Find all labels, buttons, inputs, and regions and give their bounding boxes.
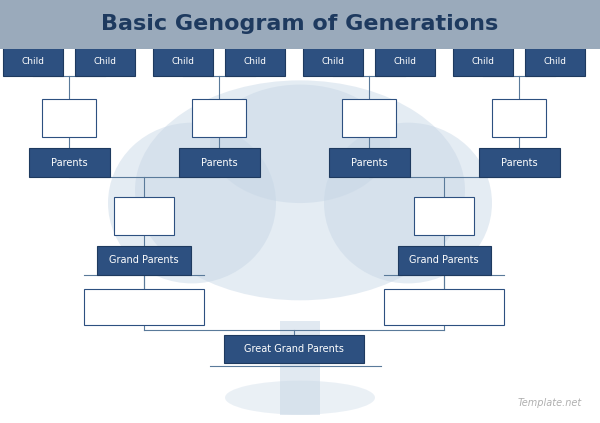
FancyBboxPatch shape — [75, 47, 135, 76]
FancyBboxPatch shape — [179, 148, 260, 177]
FancyBboxPatch shape — [153, 47, 213, 76]
FancyBboxPatch shape — [525, 47, 585, 76]
Text: Child: Child — [472, 57, 494, 66]
FancyBboxPatch shape — [375, 47, 435, 76]
FancyBboxPatch shape — [0, 0, 600, 49]
FancyBboxPatch shape — [414, 197, 474, 235]
Text: Basic Genogram of Generations: Basic Genogram of Generations — [101, 14, 499, 34]
Text: Child: Child — [394, 57, 416, 66]
FancyBboxPatch shape — [384, 289, 504, 325]
Text: Parents: Parents — [500, 158, 538, 168]
FancyBboxPatch shape — [492, 99, 546, 137]
FancyBboxPatch shape — [479, 148, 560, 177]
FancyBboxPatch shape — [3, 47, 63, 76]
Text: Grand Parents: Grand Parents — [109, 255, 179, 265]
Text: Parents: Parents — [200, 158, 238, 168]
FancyBboxPatch shape — [42, 99, 96, 137]
FancyBboxPatch shape — [223, 335, 364, 363]
Ellipse shape — [135, 80, 465, 300]
FancyBboxPatch shape — [29, 148, 110, 177]
Text: Child: Child — [544, 57, 566, 66]
Text: Child: Child — [172, 57, 194, 66]
Text: Parents: Parents — [350, 158, 388, 168]
FancyBboxPatch shape — [453, 47, 513, 76]
Text: Child: Child — [94, 57, 116, 66]
FancyBboxPatch shape — [398, 246, 491, 275]
FancyBboxPatch shape — [192, 99, 246, 137]
Ellipse shape — [324, 123, 492, 283]
Text: Child: Child — [322, 57, 344, 66]
FancyBboxPatch shape — [303, 47, 363, 76]
FancyBboxPatch shape — [225, 47, 285, 76]
FancyBboxPatch shape — [342, 99, 396, 137]
Ellipse shape — [225, 381, 375, 415]
Text: Child: Child — [22, 57, 44, 66]
Text: Child: Child — [244, 57, 266, 66]
Text: Template.net: Template.net — [518, 398, 582, 408]
FancyBboxPatch shape — [114, 197, 174, 235]
FancyBboxPatch shape — [280, 321, 320, 415]
FancyBboxPatch shape — [329, 148, 409, 177]
Text: Grand Parents: Grand Parents — [409, 255, 479, 265]
Text: Great Grand Parents: Great Grand Parents — [244, 344, 344, 354]
Ellipse shape — [108, 123, 276, 283]
FancyBboxPatch shape — [84, 289, 204, 325]
Ellipse shape — [210, 85, 390, 203]
FancyBboxPatch shape — [97, 246, 191, 275]
Text: Parents: Parents — [50, 158, 88, 168]
